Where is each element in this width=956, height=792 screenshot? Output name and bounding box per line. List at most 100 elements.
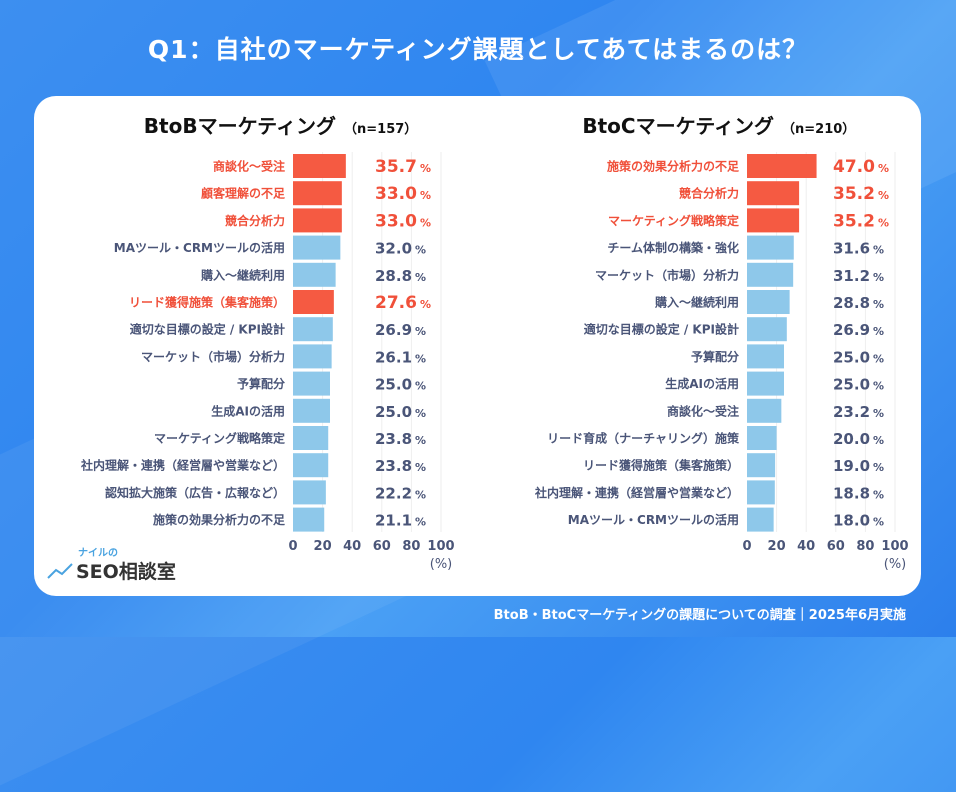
category-label: 認知拡大施策（広告・広報など） (105, 485, 285, 500)
x-tick-label: 80 (856, 539, 874, 554)
bar (293, 507, 325, 532)
value-label: 22.2% (375, 484, 426, 502)
bar (747, 208, 800, 233)
bar (293, 398, 330, 423)
x-unit-label: (%) (884, 557, 907, 572)
bar (747, 235, 794, 260)
value-label: 25.0% (833, 376, 884, 394)
bar (293, 235, 341, 260)
x-tick-label: 20 (314, 539, 332, 554)
x-tick-label: 100 (881, 539, 908, 554)
value-label: 25.0% (833, 348, 884, 366)
bar (293, 208, 342, 233)
bar (747, 507, 774, 532)
value-label: 26.9% (833, 321, 884, 339)
bar (747, 154, 817, 178)
category-label: 購入〜継続利用 (654, 295, 739, 310)
x-tick-label: 0 (288, 539, 297, 554)
category-label: 適切な目標の設定 / KPI設計 (584, 322, 739, 337)
bar (293, 290, 334, 314)
category-label: 競合分析力 (679, 186, 739, 201)
value-label: 33.0% (375, 184, 431, 204)
category-label: リード獲得施策（集客施策） (129, 295, 285, 310)
category-label: 購入〜継続利用 (200, 267, 285, 282)
value-label: 26.1% (375, 348, 426, 366)
logo-main-text: SEO相談室 (76, 560, 176, 583)
category-label: MAツール・CRMツールの活用 (114, 240, 285, 255)
x-tick-label: 0 (742, 539, 751, 554)
value-label: 25.0% (375, 376, 426, 394)
value-label: 23.8% (375, 457, 426, 475)
x-tick-label: 60 (827, 539, 845, 554)
category-label: 社内理解・連携（経営層や営業など） (80, 458, 285, 473)
bar (747, 181, 800, 206)
bar (747, 317, 787, 342)
bar (747, 344, 784, 369)
x-tick-label: 20 (768, 539, 786, 554)
value-label: 35.7% (375, 157, 431, 177)
footer-caption: BtoB・BtoCマーケティングの課題についての調査｜2025年6月実施 (493, 608, 906, 623)
bar (747, 371, 784, 396)
value-label: 33.0% (375, 211, 431, 231)
category-label: マーケット（市場）分析力 (595, 267, 739, 282)
value-label: 19.0% (833, 457, 884, 475)
category-label: MAツール・CRMツールの活用 (568, 512, 739, 527)
value-label: 28.8% (375, 267, 426, 285)
category-label: 生成AIの活用 (665, 376, 739, 391)
category-label: 適切な目標の設定 / KPI設計 (130, 322, 285, 337)
category-label: 予算配分 (237, 376, 285, 391)
value-label: 26.9% (375, 321, 426, 339)
value-label: 28.8% (833, 294, 884, 312)
value-label: 23.2% (833, 403, 884, 421)
x-tick-label: 100 (427, 539, 454, 554)
chart-title: BtoCマーケティング (582, 114, 774, 138)
category-label: 施策の効果分析力の不足 (153, 512, 285, 527)
bar (293, 317, 333, 342)
value-label: 23.8% (375, 430, 426, 448)
bar (293, 181, 342, 206)
logo-trend-icon (47, 563, 73, 579)
x-tick-label: 60 (373, 539, 391, 554)
bar (747, 398, 782, 423)
category-label: 競合分析力 (225, 213, 285, 228)
category-label: マーケティング戦略策定 (608, 213, 739, 228)
value-label: 20.0% (833, 430, 884, 448)
value-label: 18.8% (833, 484, 884, 502)
category-label: 予算配分 (691, 349, 739, 364)
chart-title: BtoBマーケティング (144, 114, 336, 138)
sample-size-label: （n=210） (782, 121, 855, 137)
bar (293, 154, 346, 178)
value-label: 18.0% (833, 512, 884, 530)
bar (293, 344, 332, 369)
bar (747, 290, 790, 314)
category-label: チーム体制の構築・強化 (607, 240, 739, 255)
bar (747, 480, 775, 505)
sample-size-label: （n=157） (344, 121, 417, 137)
category-label: 生成AIの活用 (211, 403, 285, 418)
category-label: マーケット（市場）分析力 (141, 349, 285, 364)
category-label: リード育成（ナーチャリング）施策 (547, 431, 740, 446)
category-label: 社内理解・連携（経営層や営業など） (534, 485, 739, 500)
value-label: 32.0% (375, 240, 426, 258)
value-label: 31.6% (833, 240, 884, 258)
bar (747, 453, 776, 478)
value-label: 21.1% (375, 512, 426, 530)
category-label: マーケティング戦略策定 (154, 431, 285, 446)
value-label: 47.0% (833, 157, 889, 177)
bar (293, 426, 329, 450)
bar (293, 453, 329, 478)
charts-svg: BtoBマーケティング （n=157） 0 20 40 60 80 100 (%) 商談化〜受注 3… (47, 114, 909, 583)
value-label: 25.0% (375, 403, 426, 421)
value-label: 31.2% (833, 267, 884, 285)
category-label: 顧客理解の不足 (201, 186, 285, 201)
category-label: 商談化〜受注 (667, 403, 739, 418)
bar (747, 426, 777, 450)
bar (747, 262, 794, 287)
x-unit-label: (%) (430, 557, 453, 572)
value-label: 27.6% (375, 293, 431, 313)
x-tick-label: 80 (402, 539, 420, 554)
logo-small-text: ナイルの (78, 547, 118, 559)
category-label: リード獲得施策（集客施策） (583, 458, 739, 473)
category-label: 商談化〜受注 (213, 159, 285, 174)
bar (293, 262, 336, 287)
